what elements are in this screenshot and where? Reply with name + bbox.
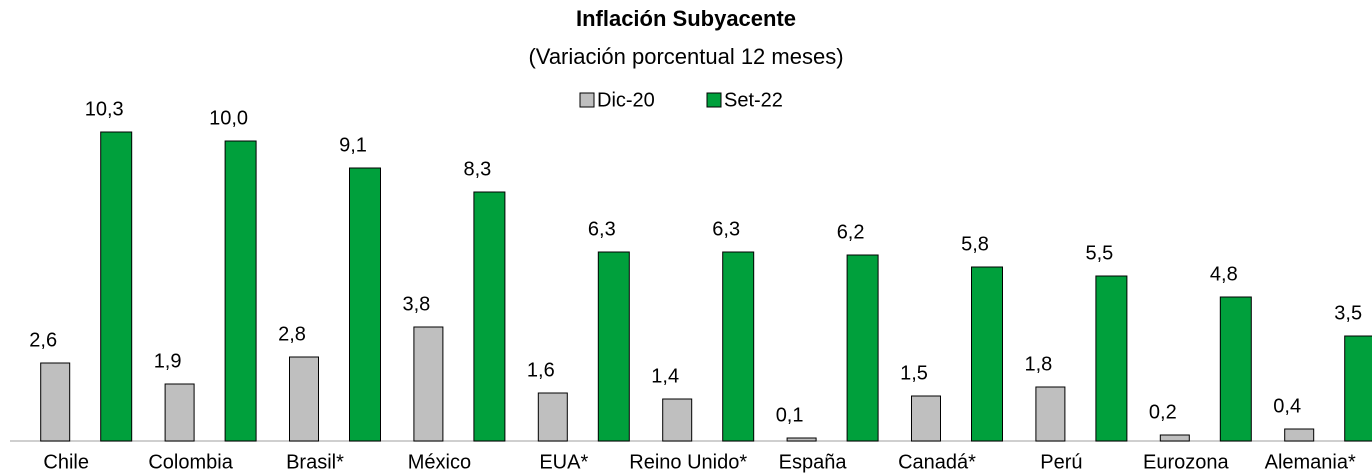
bar <box>786 437 817 442</box>
legend-label: Dic-20 <box>597 89 655 111</box>
bar <box>1219 296 1252 442</box>
x-tick-label: Alemania* <box>1265 451 1356 473</box>
value-label: 1,6 <box>527 359 555 381</box>
bar <box>40 362 71 442</box>
value-label: 1,4 <box>651 365 679 387</box>
bar <box>100 131 133 442</box>
legend-swatch <box>579 92 595 108</box>
x-tick-label: Brasil* <box>286 451 344 473</box>
value-label: 1,8 <box>1024 353 1052 375</box>
x-tick-label: Perú <box>1040 451 1082 473</box>
bar <box>597 251 630 442</box>
value-label: 1,5 <box>900 362 928 384</box>
bar <box>537 392 568 442</box>
bar <box>473 191 506 442</box>
chart-title: Inflación Subyacente <box>576 6 796 31</box>
x-tick-label: Colombia <box>148 451 233 473</box>
x-tick-label: Canadá* <box>898 451 976 473</box>
value-label: 10,3 <box>85 98 124 120</box>
x-tick-label: EUA* <box>539 451 588 473</box>
value-label: 0,4 <box>1273 395 1301 417</box>
bar <box>224 140 257 442</box>
bar <box>722 251 755 442</box>
chart-subtitle: (Variación porcentual 12 meses) <box>528 44 843 69</box>
value-label: 8,3 <box>463 158 491 180</box>
bar <box>1095 275 1128 442</box>
value-label: 6,3 <box>712 218 740 240</box>
bar <box>1344 335 1372 442</box>
bar <box>1159 434 1190 442</box>
value-label: 6,2 <box>837 221 865 243</box>
bar <box>1035 386 1066 442</box>
bar <box>349 167 381 442</box>
bar <box>1284 428 1315 442</box>
x-tick-label: Eurozona <box>1143 451 1229 473</box>
value-label: 2,8 <box>278 323 306 345</box>
value-label: 0,2 <box>1149 401 1177 423</box>
value-label: 5,5 <box>1085 242 1113 264</box>
value-label: 9,1 <box>339 134 367 156</box>
x-tick-label: México <box>408 451 471 473</box>
bar <box>164 383 195 442</box>
value-label: 5,8 <box>961 233 989 255</box>
bar <box>662 398 693 442</box>
legend-label: Set-22 <box>724 89 783 111</box>
value-label: 4,8 <box>1210 263 1238 285</box>
bar <box>413 326 444 442</box>
value-label: 10,0 <box>209 107 248 129</box>
bar <box>911 395 941 442</box>
legend-swatch <box>706 92 722 108</box>
bar <box>971 266 1003 442</box>
x-tick-label: Chile <box>43 451 89 473</box>
value-label: 3,5 <box>1334 302 1362 324</box>
value-label: 6,3 <box>588 218 616 240</box>
value-label: 2,6 <box>29 329 57 351</box>
x-tick-label: Reino Unido* <box>629 451 747 473</box>
value-label: 3,8 <box>402 293 430 315</box>
value-label: 1,9 <box>154 350 182 372</box>
bar <box>846 254 879 442</box>
value-label: 0,1 <box>776 404 804 426</box>
x-tick-label: España <box>779 451 848 473</box>
bar <box>289 356 319 442</box>
